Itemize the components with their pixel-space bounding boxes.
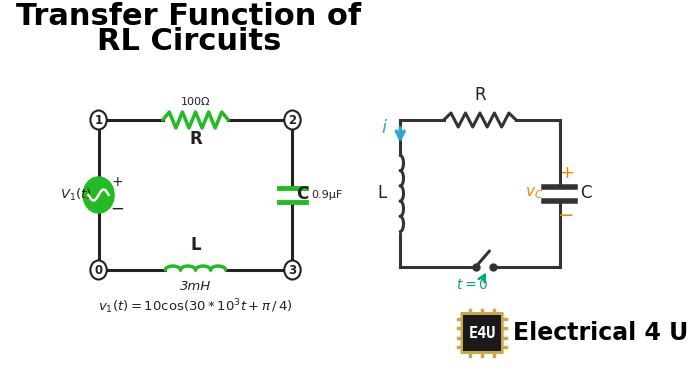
Circle shape bbox=[284, 111, 301, 129]
Text: L: L bbox=[377, 184, 386, 202]
Text: $i$: $i$ bbox=[382, 119, 388, 137]
Circle shape bbox=[284, 261, 301, 279]
Text: +: + bbox=[559, 165, 574, 183]
Text: 3: 3 bbox=[288, 264, 297, 276]
Circle shape bbox=[90, 111, 107, 129]
Text: R: R bbox=[474, 86, 486, 104]
Text: R: R bbox=[189, 130, 202, 148]
Text: $t=0$: $t=0$ bbox=[456, 278, 489, 292]
Text: $V_1(t)$: $V_1(t)$ bbox=[60, 187, 92, 203]
Text: C: C bbox=[580, 184, 592, 202]
Text: $v_C$: $v_C$ bbox=[524, 186, 543, 201]
Text: Electrical 4 U: Electrical 4 U bbox=[513, 321, 688, 345]
Text: −: − bbox=[111, 200, 125, 218]
Text: Transfer Function of: Transfer Function of bbox=[17, 2, 362, 31]
Text: 0.9μF: 0.9μF bbox=[312, 190, 343, 200]
Text: +: + bbox=[112, 175, 123, 189]
Text: 100Ω: 100Ω bbox=[181, 97, 210, 107]
Circle shape bbox=[90, 261, 107, 279]
Text: RL Circuits: RL Circuits bbox=[97, 27, 281, 56]
Text: C: C bbox=[296, 185, 308, 203]
Text: E4U: E4U bbox=[468, 326, 496, 340]
Text: $v_1(t) = 10\cos(30 * 10^3t + \pi\,/\,4)$: $v_1(t) = 10\cos(30 * 10^3t + \pi\,/\,4)… bbox=[98, 298, 293, 316]
Text: 3mH: 3mH bbox=[180, 280, 211, 293]
Text: 1: 1 bbox=[94, 114, 103, 126]
Circle shape bbox=[83, 177, 114, 213]
Text: 0: 0 bbox=[94, 264, 103, 276]
FancyBboxPatch shape bbox=[461, 312, 503, 354]
Text: 2: 2 bbox=[288, 114, 297, 126]
FancyBboxPatch shape bbox=[463, 315, 501, 351]
Text: L: L bbox=[190, 236, 201, 254]
Text: −: − bbox=[559, 206, 575, 225]
